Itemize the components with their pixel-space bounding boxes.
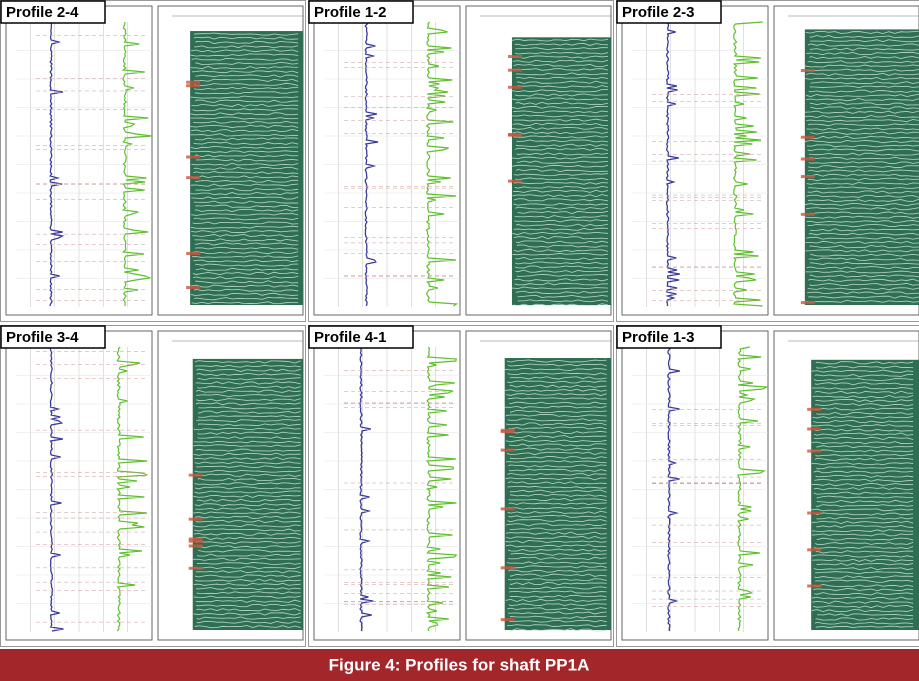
anomaly [186,176,200,179]
panel: Profile 1-2 [309,1,614,322]
anomaly [807,427,821,430]
anomaly [508,86,522,89]
anomaly [501,507,515,510]
anomaly [501,449,515,452]
anomaly [801,69,815,72]
figure: Profile 2-4 Profile 1-2 Profile 2-3 Profile… [0,0,919,681]
anomaly [508,134,522,137]
anomaly [801,301,815,304]
panel-label: Profile 2-3 [622,4,695,21]
anomaly [807,585,821,588]
panel-label: Profile 3-4 [6,329,79,346]
panel: Profile 4-1 [309,326,614,647]
anomaly [508,69,522,72]
anomaly [189,518,203,521]
anomaly [807,450,821,453]
panel-label: Profile 2-4 [6,4,79,21]
anomaly [508,180,522,183]
anomaly [189,544,203,547]
anomaly [189,540,203,543]
panel-label: Profile 1-3 [622,329,695,346]
panel: Profile 2-4 [1,1,306,322]
anomaly [501,429,515,432]
panel: Profile 2-3 [617,1,919,322]
anomaly [801,136,815,139]
anomaly [186,84,200,87]
anomaly [186,286,200,289]
anomaly [807,511,821,514]
anomaly [186,81,200,84]
anomaly [801,158,815,161]
anomaly [501,618,515,621]
anomaly [189,567,203,570]
panel-label: Profile 4-1 [314,329,387,346]
panel-label: Profile 1-2 [314,4,387,21]
anomaly [508,55,522,58]
anomaly [189,474,203,477]
anomaly [186,252,200,255]
panel: Profile 1-3 [617,326,919,647]
anomaly [501,566,515,569]
anomaly [801,175,815,178]
panel: Profile 3-4 [1,326,306,647]
anomaly [807,548,821,551]
anomaly [801,213,815,216]
caption: Figure 4: Profiles for shaft PP1A [329,655,590,674]
anomaly [186,155,200,158]
anomaly [807,408,821,411]
